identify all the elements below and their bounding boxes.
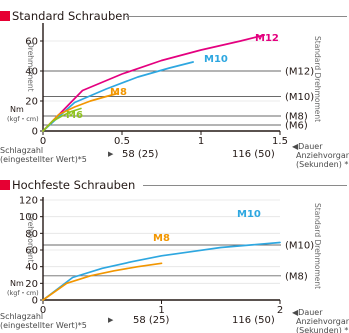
right-axis-title: Standard Drehmoment bbox=[313, 203, 322, 289]
impact-count-58: 58 (25) bbox=[122, 149, 159, 160]
x-tick-label: 1 bbox=[198, 136, 204, 147]
right-axis-title: Standard Drehmoment bbox=[313, 36, 322, 122]
schlagzahl-label: Schlagzahl bbox=[0, 312, 43, 321]
series-line-m8 bbox=[42, 262, 163, 301]
series-line-m8 bbox=[42, 92, 119, 132]
y-tick-label: 40 bbox=[25, 67, 38, 78]
series-line-m10 bbox=[42, 61, 194, 132]
y-tick-label: 0 bbox=[32, 127, 38, 138]
schlagzahl-sublabel: (eingestellter Wert)*5 bbox=[0, 155, 87, 164]
series-label-m8: M8 bbox=[110, 87, 127, 98]
y-tick-label: 40 bbox=[25, 262, 38, 273]
y-axis-title: Drehmoment bbox=[26, 42, 35, 92]
seconds-label: (Sekunden) *6 bbox=[296, 160, 349, 169]
series-label-m8: M8 bbox=[153, 233, 170, 244]
x-tick-label: 0 bbox=[40, 305, 46, 316]
series-label-m10: M10 bbox=[237, 209, 261, 220]
y-tick-label: 60 bbox=[25, 37, 38, 48]
y-tick-label: 0 bbox=[32, 296, 38, 307]
red-square-icon bbox=[0, 180, 10, 190]
section-rule-standard bbox=[126, 16, 347, 17]
anziehvorgang-label: Anziehvorgang bbox=[296, 151, 349, 160]
impact-count-116: 116 (50) bbox=[232, 315, 275, 326]
series-line-m12 bbox=[42, 34, 266, 132]
section-title-high-strength: Hochfeste Schrauben bbox=[0, 178, 135, 192]
x-tick-label: 2 bbox=[277, 305, 283, 316]
y-unit-label: Nm bbox=[10, 279, 24, 288]
reference-label: (M8) bbox=[285, 271, 308, 282]
y-tick-label: 20 bbox=[25, 97, 38, 108]
red-square-icon bbox=[0, 11, 10, 21]
y-unit-label: Nm bbox=[10, 105, 24, 114]
series-label-m6: M6 bbox=[66, 110, 83, 121]
section-rule-high-strength bbox=[143, 185, 347, 186]
arrow-right-icon: ▶ bbox=[108, 316, 114, 324]
x-tick-label: 0 bbox=[40, 136, 46, 147]
seconds-label: (Sekunden) *6 bbox=[296, 326, 349, 333]
x-tick-label: 1 bbox=[158, 305, 164, 316]
anziehvorgang-label: Anziehvorgang bbox=[296, 317, 349, 326]
y-tick-label: 20 bbox=[25, 279, 38, 290]
reference-label: (M12) bbox=[285, 67, 314, 78]
section-title-standard-text: Standard Schrauben bbox=[12, 9, 130, 23]
x-tick-label: 1.5 bbox=[272, 136, 288, 147]
section-title-standard: Standard Schrauben bbox=[0, 9, 130, 23]
impact-count-116: 116 (50) bbox=[232, 149, 275, 160]
series-line-m10 bbox=[42, 241, 281, 301]
y-tick-label: 80 bbox=[25, 229, 38, 240]
y-tick-label: 60 bbox=[25, 246, 38, 257]
dauer-label: ◀Dauer bbox=[292, 308, 323, 317]
y-unit-alt-label: (kgf・cm) bbox=[7, 289, 39, 297]
schlagzahl-label: Schlagzahl bbox=[0, 146, 43, 155]
arrow-right-icon: ▶ bbox=[108, 150, 114, 158]
series-label-m12: M12 bbox=[255, 33, 279, 44]
schlagzahl-sublabel: (eingestellter Wert)*5 bbox=[0, 321, 87, 330]
reference-label: (M6) bbox=[285, 121, 308, 132]
reference-label: (M8) bbox=[285, 112, 308, 123]
y-unit-alt-label: (kgf・cm) bbox=[7, 115, 39, 123]
series-label-m10: M10 bbox=[204, 54, 228, 65]
y-tick-label: 120 bbox=[19, 196, 38, 207]
x-tick-label: 0.5 bbox=[114, 136, 130, 147]
reference-label: (M10) bbox=[285, 92, 314, 103]
reference-label: (M10) bbox=[285, 241, 314, 252]
dauer-label: ◀Dauer bbox=[292, 142, 323, 151]
y-tick-label: 100 bbox=[19, 212, 38, 223]
impact-count-58: 58 (25) bbox=[133, 315, 170, 326]
section-title-high-strength-text: Hochfeste Schrauben bbox=[12, 178, 136, 192]
y-axis-title: Drehmoment bbox=[26, 213, 35, 263]
series-line-m6 bbox=[42, 107, 82, 132]
